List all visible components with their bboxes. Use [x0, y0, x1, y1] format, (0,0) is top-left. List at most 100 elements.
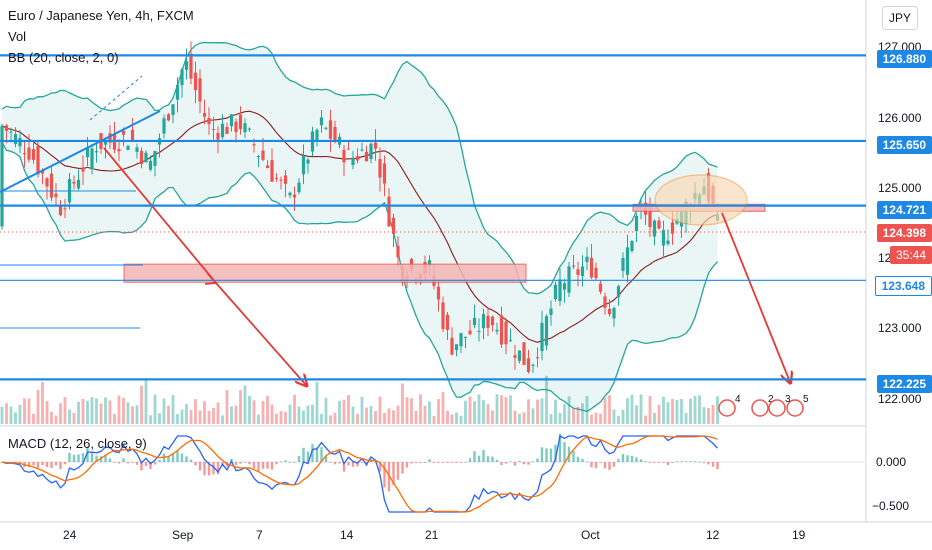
macd-histogram-bar: [306, 451, 310, 462]
candle-body: [288, 192, 292, 196]
candle-body: [162, 118, 166, 134]
macd-legend[interactable]: MACD (12, 26, close, 9): [8, 436, 147, 451]
candle-body: [576, 269, 580, 275]
macd-histogram-bar: [675, 461, 679, 463]
macd-histogram-bar: [482, 450, 485, 462]
drawings[interactable]: [0, 75, 866, 385]
macd-histogram-bar: [563, 442, 566, 462]
volume-bar: [518, 413, 521, 424]
candle-body: [153, 150, 157, 166]
candle-body: [225, 126, 229, 134]
macd-histogram-bar: [441, 462, 445, 463]
volume-bar: [410, 398, 413, 424]
macd-histogram-bar: [590, 462, 593, 468]
macd-histogram-bar: [621, 454, 625, 462]
macd-histogram-bar: [176, 450, 179, 462]
macd-histogram-bar: [117, 462, 121, 464]
volume-bar: [612, 409, 616, 424]
volume-bar: [657, 404, 661, 424]
macd-histogram-bar: [27, 462, 31, 468]
candle-body: [202, 113, 207, 117]
volume-bar: [54, 415, 58, 424]
macd-histogram-bar: [446, 462, 449, 463]
candle-body: [139, 150, 144, 165]
horizontal-levels[interactable]: [0, 54, 866, 381]
volume-bar: [167, 405, 170, 424]
level-tag-123648[interactable]: 123.648: [874, 276, 932, 296]
macd-histogram-bar: [108, 458, 112, 462]
macd-histogram-bar: [459, 462, 463, 463]
volume-bar: [689, 398, 692, 424]
current-price-tag[interactable]: 124.398: [876, 224, 932, 242]
macd-histogram-bar: [351, 462, 355, 467]
candle-body: [571, 265, 576, 267]
candle-body: [22, 153, 27, 155]
candle-body: [468, 330, 472, 335]
time-tick: Oct: [581, 528, 600, 542]
volume-bar: [576, 406, 580, 424]
level-tag-122225[interactable]: 122.225: [876, 375, 932, 393]
volume-bar: [374, 411, 377, 424]
macd-histogram-bar: [657, 462, 661, 463]
macd-histogram-bar: [171, 453, 175, 462]
time-tick: 7: [256, 528, 263, 542]
macd-histogram-bar: [684, 461, 688, 463]
macd-histogram-bar: [153, 462, 157, 465]
candle-body: [148, 160, 153, 170]
macd-histogram-bar: [495, 459, 499, 462]
currency-button[interactable]: JPY: [882, 6, 918, 30]
candle-body: [9, 131, 13, 133]
candle-body: [292, 194, 297, 198]
volume-bar: [59, 403, 62, 424]
macd-histogram-bar: [608, 462, 611, 470]
volume-bar: [266, 395, 269, 424]
projection-arrow-2: [721, 212, 790, 382]
volume-bar: [153, 394, 157, 424]
volume-bar: [531, 408, 535, 424]
symbol-title[interactable]: Euro / Japanese Yen, 4h, FXCM: [8, 8, 194, 23]
volume-bar: [279, 411, 283, 424]
level-tag-124721[interactable]: 124.721: [876, 201, 932, 219]
candle-body: [661, 230, 666, 246]
candle-body: [18, 137, 22, 147]
volume-legend[interactable]: Vol: [8, 29, 27, 44]
candle-body: [175, 84, 180, 100]
volume-bar: [446, 410, 449, 424]
volume-bar: [653, 412, 656, 424]
macd-histogram-bar: [59, 462, 62, 470]
candle-body: [495, 329, 499, 332]
macd-histogram-bar: [36, 462, 40, 468]
volume-bar: [450, 414, 454, 424]
time-tick: 14: [340, 528, 354, 542]
volume-bar: [81, 399, 85, 424]
macd-histogram-bar: [419, 462, 422, 463]
candle-body: [450, 337, 454, 355]
volume-bar: [590, 414, 593, 424]
volume-bar: [428, 401, 431, 424]
macd-histogram-bar: [711, 462, 715, 467]
macd-histogram-bar: [144, 462, 148, 467]
candle-body: [472, 317, 477, 326]
candle-body: [360, 149, 364, 151]
level-tag-126880[interactable]: 126.880: [876, 50, 932, 68]
candle-body: [81, 167, 85, 172]
macd-histogram-bar: [360, 462, 364, 463]
macd-histogram-bar: [689, 461, 692, 463]
candle-body: [117, 148, 121, 152]
event-marker-count: 2: [768, 394, 774, 405]
volume-bar: [603, 397, 607, 424]
bb-legend[interactable]: BB (20, close, 2, 0): [8, 50, 119, 65]
macd-histogram-bar: [594, 462, 598, 468]
macd-histogram-bar: [378, 462, 382, 472]
highlight-ellipse: [654, 174, 748, 226]
volume-bar: [608, 395, 611, 424]
candle-body: [427, 260, 432, 266]
candle-body: [243, 123, 247, 133]
candle-body: [373, 142, 378, 149]
level-tag-125650[interactable]: 125.650: [876, 136, 932, 154]
macd-histogram-bar: [666, 462, 670, 466]
event-marker-icon: [751, 399, 769, 417]
bollinger-bands: [1, 41, 718, 413]
